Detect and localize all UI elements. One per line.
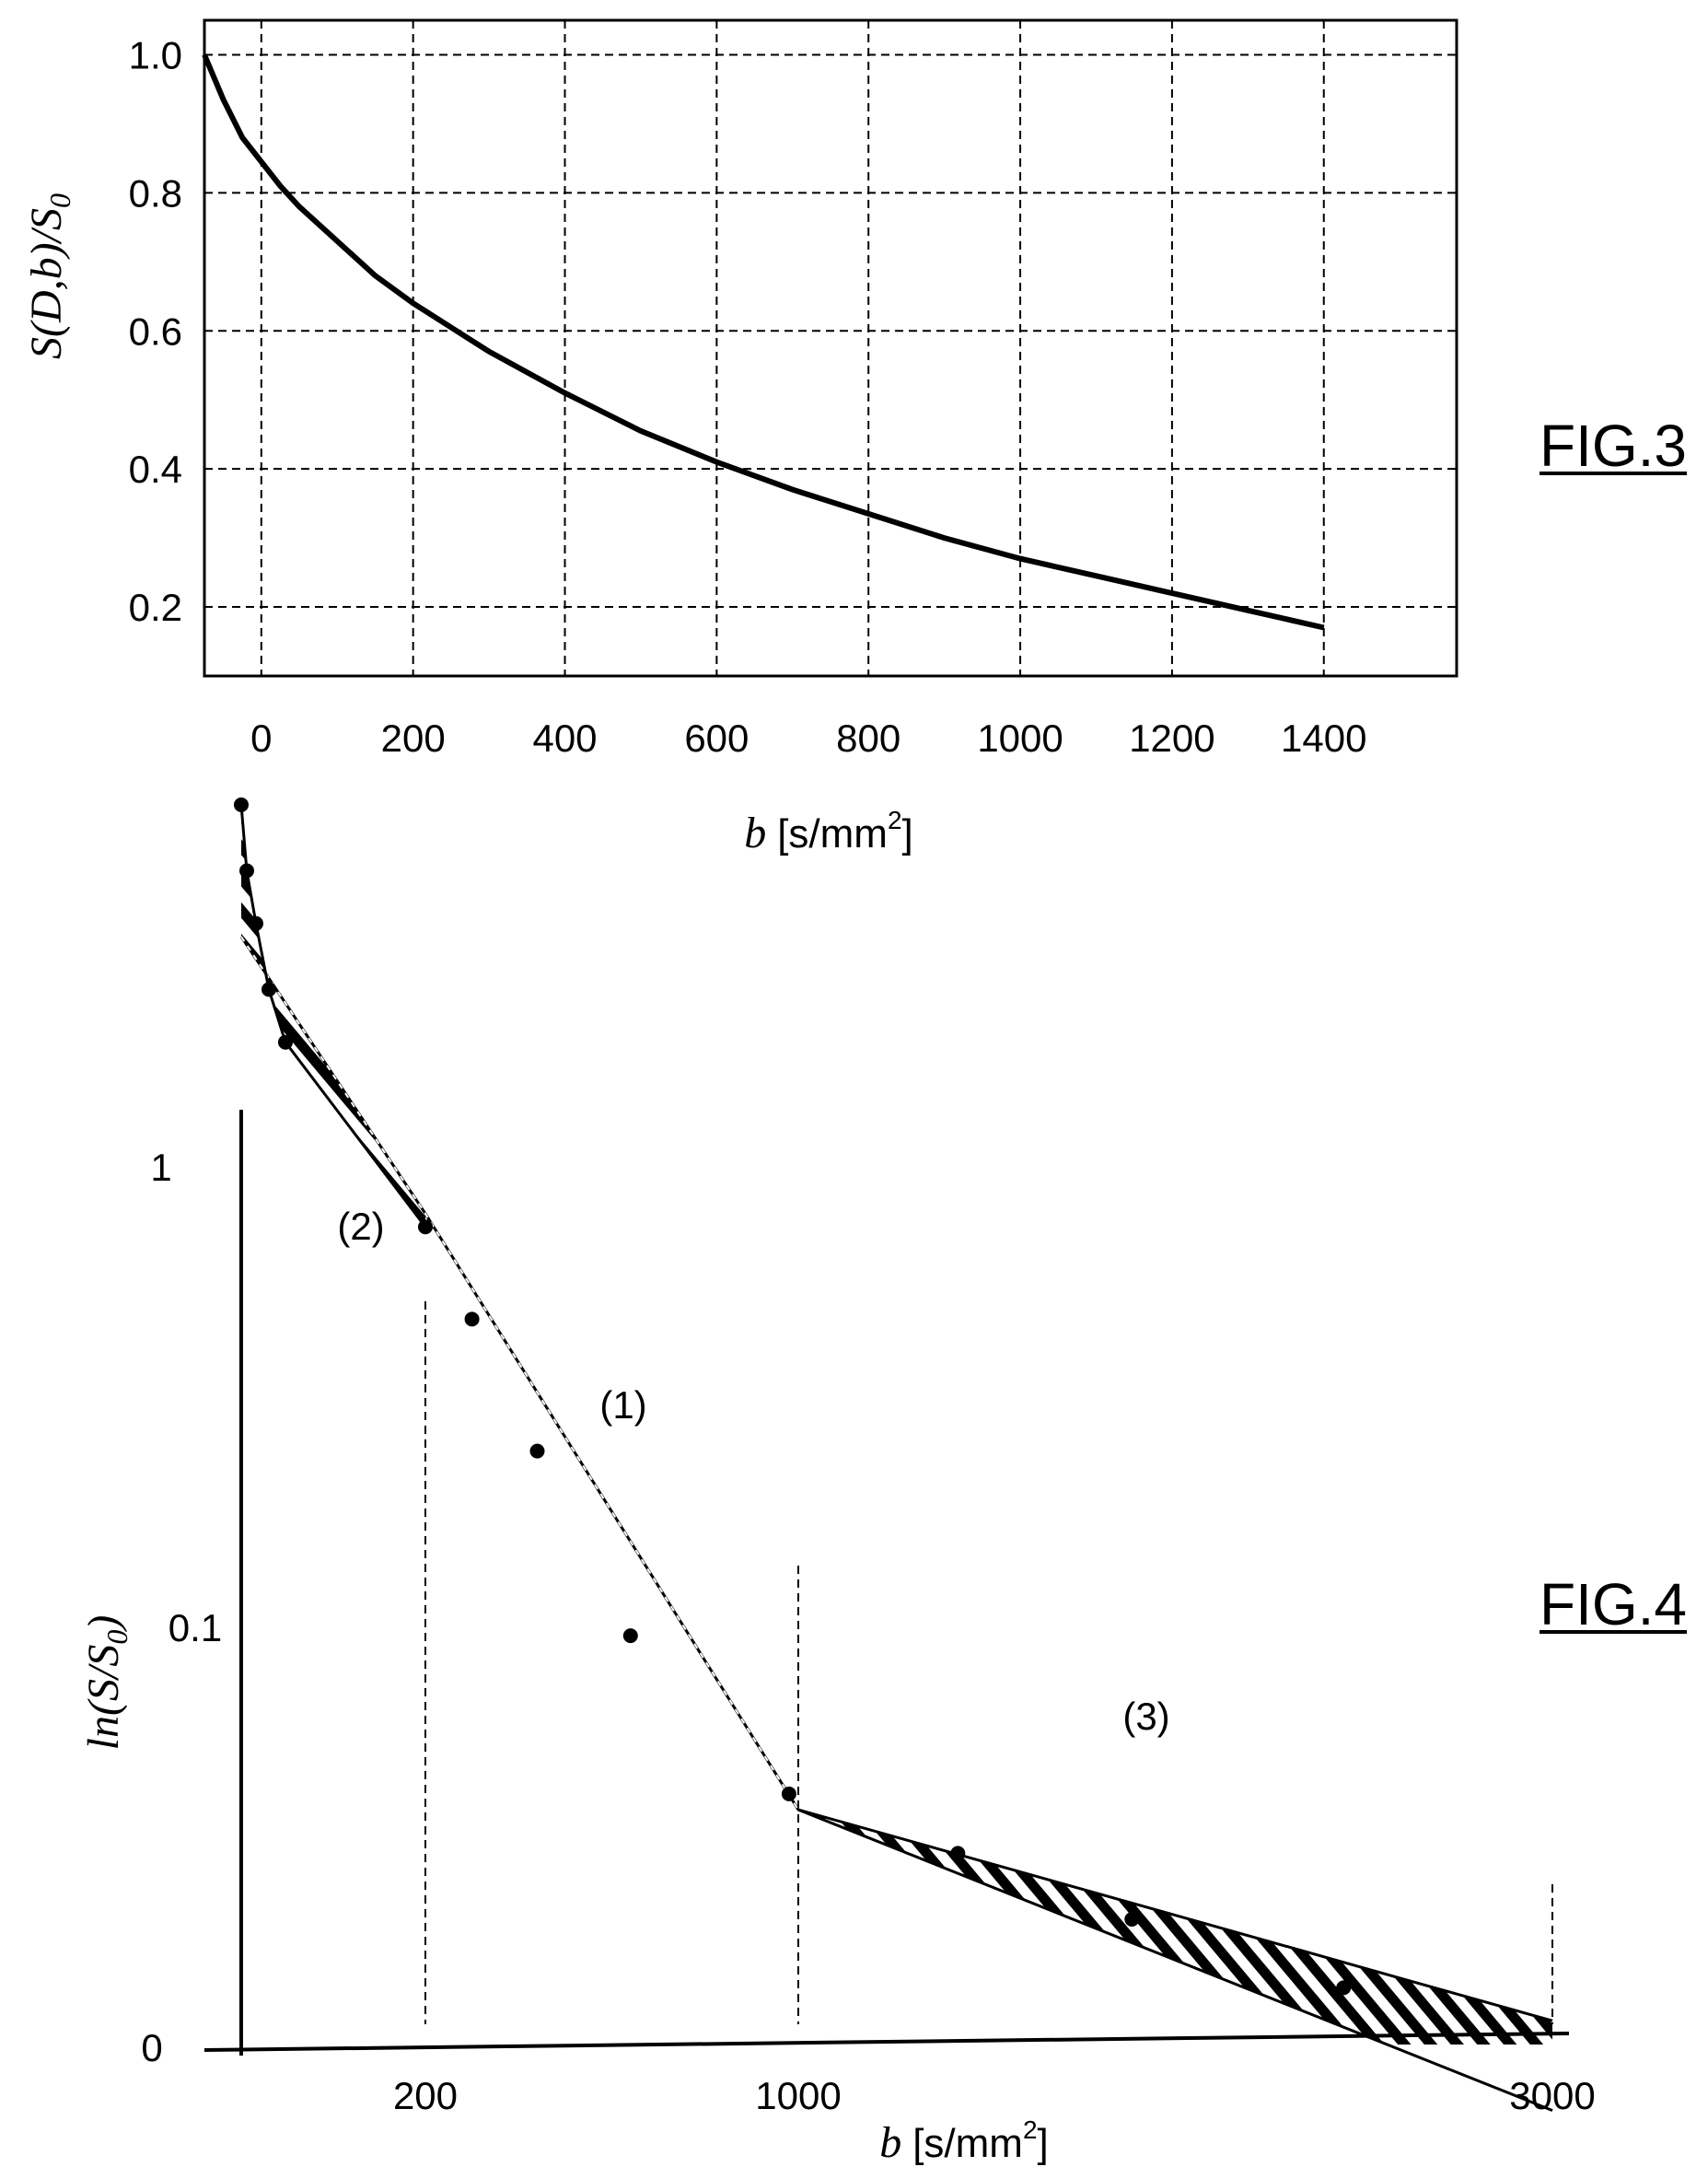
fig4-x-tick-1000: 1000 [755,2074,841,2117]
fig4-data-point [1336,1980,1352,1996]
fig4-region-label-2: (2) [337,1205,384,1248]
fig4-data-points [234,797,1352,1996]
fig4-hatched-region-3 [798,1810,1552,2045]
fig4-data-point [278,1034,293,1050]
fig4-data-point [249,915,263,931]
fig4-region-label-3: (3) [1122,1695,1169,1738]
fig4-y-tick-1: 1 [150,1146,171,1189]
fig4-label: FIG.4 [1540,1571,1687,1637]
fig3-grid [204,20,1457,676]
fig3-x-tick-400: 400 [532,717,597,760]
fig3-y-tick-0.4: 0.4 [129,448,182,491]
fig3-y-tick-labels: 1.0 0.8 0.6 0.4 0.2 [129,33,182,629]
fig4-data-point [622,1628,638,1644]
fig4-x-tick-200: 200 [393,2074,458,2117]
fig4-data-point [781,1786,796,1801]
fig4-data-point [529,1443,545,1459]
fig4-data-point [418,1219,433,1235]
fig4-data-point [464,1311,480,1327]
fig4-chart: 1 0.1 0 200 1000 3000 (2) (1) (3) b [s/mm… [79,797,1687,2167]
fig3-x-tick-800: 800 [836,717,900,760]
fig3-x-tick-labels: 0 200 400 600 800 1000 1200 1400 [250,717,1366,760]
fig3-x-tick-1200: 1200 [1129,717,1214,760]
fig3-x-tick-600: 600 [684,717,749,760]
fig4-data-point [950,1846,966,1861]
fig4-data-point [1124,1912,1140,1927]
fig4-hatched-region-2 [241,804,425,1228]
fig4-fit-line-1-dashes [240,936,799,1811]
fig4-x-axis [203,2032,1570,2052]
fig4-fit-line-3 [797,1808,1553,2022]
fig4-y-tick-0: 0 [141,2026,162,2069]
fig4-data-point [239,863,254,879]
fig3-x-axis-title: b [s/mm2] [744,806,913,857]
fig3-plot-frame [203,18,1458,678]
fig3-y-tick-0.2: 0.2 [129,586,182,629]
fig4-curve-2 [239,804,427,1229]
fig3-y-tick-1.0: 1.0 [129,33,182,76]
fig4-data-point [234,797,249,812]
fig3-x-tick-1000: 1000 [977,717,1063,760]
fig4-fit-line-1 [239,936,1553,2112]
fig3-x-tick-200: 200 [381,717,446,760]
fig3-x-tick-0: 0 [250,717,272,760]
fig3-series-line [202,53,1325,631]
fig3-label: FIG.3 [1540,413,1687,479]
fig3-y-tick-0.8: 0.8 [129,171,182,215]
fig3-y-axis-title: S(D,b)/S0 [22,193,76,359]
fig3-x-tick-1400: 1400 [1281,717,1366,760]
fig4-y-axis-title: ln(S/S0) [79,1615,134,1751]
fig4-y-tick-0-1: 0.1 [168,1606,222,1649]
fig3-chart: 0 200 400 600 800 1000 1200 1400 1.0 0.8 0.6 0.4 0.… [22,18,1687,857]
fig3-y-tick-0.6: 0.6 [129,309,182,353]
fig4-x-axis-title: b [s/mm2] [879,2115,1049,2167]
fig4-region-label-1: (1) [599,1383,646,1427]
fig4-data-point [261,982,276,997]
fig4-x-tick-3000: 3000 [1509,2074,1595,2117]
